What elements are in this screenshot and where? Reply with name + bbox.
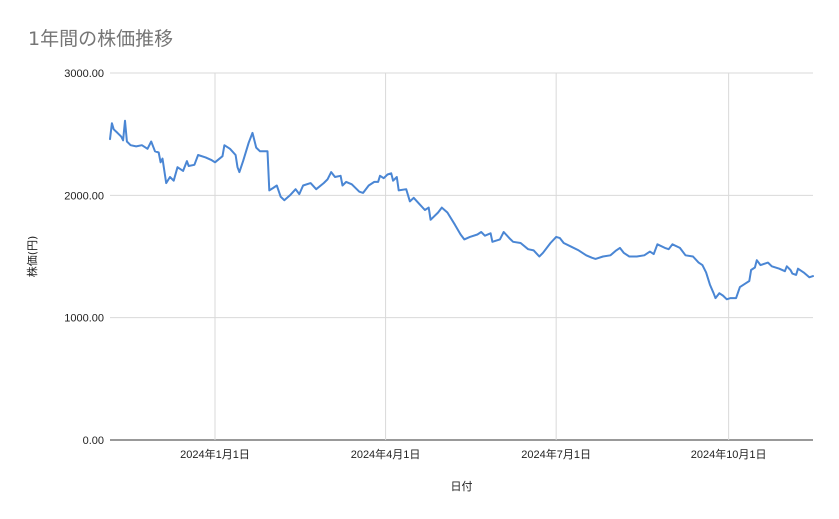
grid (110, 72, 813, 441)
y-tick-label: 1000.00 (64, 313, 104, 325)
series-layer (109, 119, 814, 301)
x-axis-label: 日付 (451, 480, 473, 493)
series-line (109, 119, 814, 301)
x-tick-label: 2024年7月1日 (521, 447, 591, 461)
x-tick-label: 2024年1月1日 (180, 447, 250, 461)
y-axis-ticks: 0.00 1000.00 2000.00 3000.00 (64, 68, 104, 447)
x-tick-label: 2024年10月1日 (691, 447, 767, 461)
y-axis-label: 株価(円) (25, 236, 39, 278)
y-tick-label: 2000.00 (64, 190, 104, 202)
y-tick-label: 0.00 (83, 435, 104, 447)
y-tick-label: 3000.00 (64, 68, 104, 80)
x-tick-label: 2024年4月1日 (351, 447, 421, 461)
chart-title: 1年間の株価推移 (28, 28, 174, 50)
x-axis-ticks: 2024年1月1日 2024年4月1日 2024年7月1日 2024年10月1日 (180, 447, 766, 461)
